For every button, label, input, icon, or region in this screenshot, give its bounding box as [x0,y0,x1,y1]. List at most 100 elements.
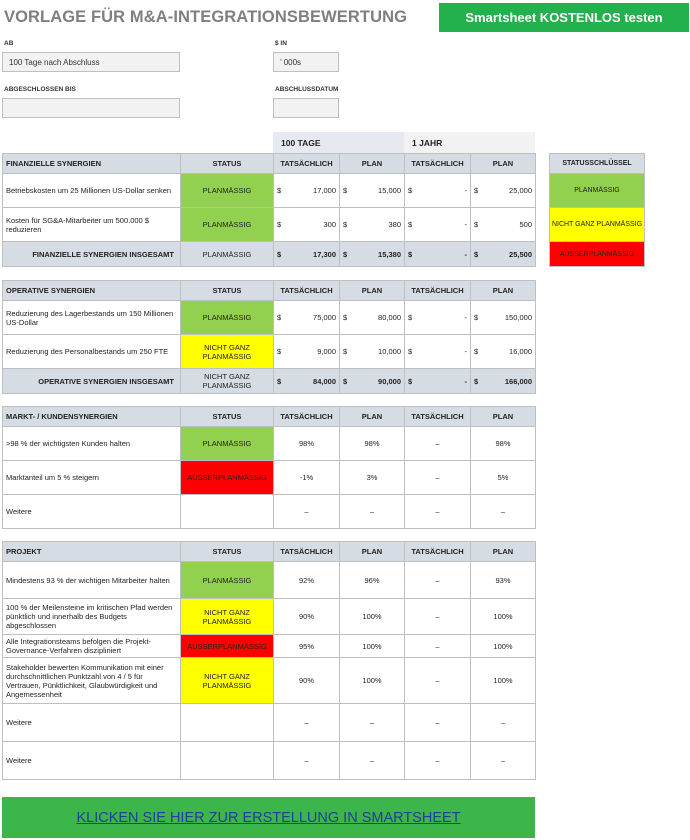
actual-100-days: $17,000 [273,173,340,208]
plan-100-days: – [339,494,405,529]
section-title: MARKT- / KUNDENSYNERGIEN [2,406,181,427]
actual-100-days: 92% [273,561,340,599]
actual-100-days: 98% [273,426,340,461]
actual-100-days: – [273,494,340,529]
plan-100-days: 100% [339,598,405,635]
row-description: >98 % der wichtigsten Kunden halten [2,426,181,461]
table-row: Reduzierung des Personalbestands um 250 … [2,334,536,369]
status-cell[interactable]: PLANMÄSSIG [180,207,274,242]
currency-symbol: $ [277,186,282,195]
value: 166,000 [504,376,532,386]
row-description: Marktanteil um 5 % steigern [2,460,181,495]
value: 75,000 [313,313,336,322]
table-header-row: OPERATIVE SYNERGIEN STATUS TATSÄCHLICH PLAN… [2,280,536,301]
currency-symbol: $ [277,347,282,356]
plan-100-days: 96% [339,561,405,599]
ab-field[interactable]: 100 Tage nach Abschluss [2,52,180,72]
status-cell[interactable]: PLANMÄSSIG [180,426,274,461]
column-actual-100-days: TATSÄCHLICH [273,406,340,427]
currency-symbol: $ [277,220,282,229]
value: 84,000 [313,376,336,386]
column-actual-1-year: TATSÄCHLICH [404,153,471,174]
value: 17,300 [313,249,336,259]
actual-100-days: – [273,703,340,742]
table-header-row: FINANZIELLE SYNERGIEN STATUS TATSÄCHLICH PL… [2,153,536,174]
plan-1-year: $16,000 [470,334,536,369]
status-cell[interactable]: PLANMÄSSIG [180,173,274,208]
status-cell[interactable] [180,494,274,529]
row-description: Mindestens 93 % der wichtigen Mitarbeite… [2,561,181,599]
total-row: OPERATIVE SYNERGIEN INSGESAMT NICHT GANZ … [2,368,536,394]
financial-synergies-table: FINANZIELLE SYNERGIEN STATUS TATSÄCHLICH PL… [2,153,536,267]
value: 25,000 [509,186,532,195]
status-cell[interactable]: PLANMÄSSIG [180,561,274,599]
actual-1-year: $ - [404,334,471,369]
currency-symbol: $ [408,347,413,356]
actual-100-days: -1% [273,460,340,495]
column-status: STATUS [180,153,274,174]
plan-1-year: 100% [470,634,536,658]
plan-1-year: – [470,741,536,780]
column-actual-100-days: TATSÄCHLICH [273,541,340,562]
column-actual-100-days: TATSÄCHLICH [273,280,340,301]
actual-100-days: 90% [273,657,340,704]
table-row: Stakeholder bewerten Kommunikation mit e… [2,657,536,704]
status-cell[interactable] [180,703,274,742]
value: - [464,249,468,259]
create-in-smartsheet-link[interactable]: KLICKEN SIE HIER ZUR ERSTELLUNG IN SMART… [76,809,461,826]
value: 90,000 [378,376,401,386]
column-plan-1-year: PLAN [470,406,536,427]
total-plan-100-days: $15,380 [339,241,405,267]
actual-1-year: $ - [404,300,471,335]
total-actual-1-year: $ - [404,368,471,394]
currency-symbol: $ [343,313,348,322]
plan-100-days: – [339,741,405,780]
actual-100-days: 90% [273,598,340,635]
column-status: STATUS [180,280,274,301]
status-cell[interactable]: NICHT GANZ PLANMÄSSIG [180,657,274,704]
status-cell[interactable]: PLANMÄSSIG [180,241,274,267]
value: 17,000 [313,186,336,195]
value: 380 [388,220,401,229]
plan-100-days: 3% [339,460,405,495]
page-title: VORLAGE FÜR M&A-INTEGRATIONSBEWERTUNG [4,8,408,26]
status-cell[interactable]: AUSSERPLANMÄSSIG [180,460,274,495]
currency-field[interactable]: ’ 000s [273,52,339,72]
actual-1-year: – [404,494,471,529]
status-cell[interactable] [180,741,274,780]
column-plan-1-year: PLAN [470,280,536,301]
create-in-smartsheet-button[interactable]: KLICKEN SIE HIER ZUR ERSTELLUNG IN SMART… [2,797,535,838]
actual-1-year: – [404,426,471,461]
closing-date-label: ABSCHLUSSDATUM [275,86,339,93]
column-plan-100-days: PLAN [339,541,405,562]
total-actual-100-days: $84,000 [273,368,340,394]
table-row: Alle Integrationsteams befolgen die Proj… [2,634,536,658]
plan-100-days: $380 [339,207,405,242]
currency-symbol: $ [408,186,413,195]
status-cell[interactable]: NICHT GANZ PLANMÄSSIG [180,598,274,635]
value: 150,000 [504,313,532,322]
value: 25,500 [509,249,532,259]
column-plan-1-year: PLAN [470,541,536,562]
plan-1-year: $500 [470,207,536,242]
completed-field[interactable] [2,98,180,118]
status-cell[interactable]: AUSSERPLANMÄSSIG [180,634,274,658]
try-smartsheet-button[interactable]: Smartsheet KOSTENLOS testen [439,3,689,32]
status-cell[interactable]: PLANMÄSSIG [180,300,274,335]
column-plan-100-days: PLAN [339,406,405,427]
column-actual-100-days: TATSÄCHLICH [273,153,340,174]
actual-100-days: – [273,741,340,780]
status-cell[interactable]: NICHT GANZ PLANMÄSSIG [180,334,274,369]
value: 16,000 [509,347,532,356]
actual-1-year: $ - [404,173,471,208]
column-plan-1-year: PLAN [470,153,536,174]
currency-label: $ IN [275,40,287,47]
value: - [464,347,468,356]
status-cell[interactable]: NICHT GANZ PLANMÄSSIG [180,368,274,394]
period-headers: 100 TAGE 1 JAHR [273,132,535,153]
currency-symbol: $ [408,313,413,322]
operative-synergies-table: OPERATIVE SYNERGIEN STATUS TATSÄCHLICH PLAN… [2,280,536,394]
closing-date-field[interactable] [273,98,339,118]
status-key-on-track: PLANMÄSSIG [549,173,645,208]
currency-symbol: $ [408,249,413,259]
